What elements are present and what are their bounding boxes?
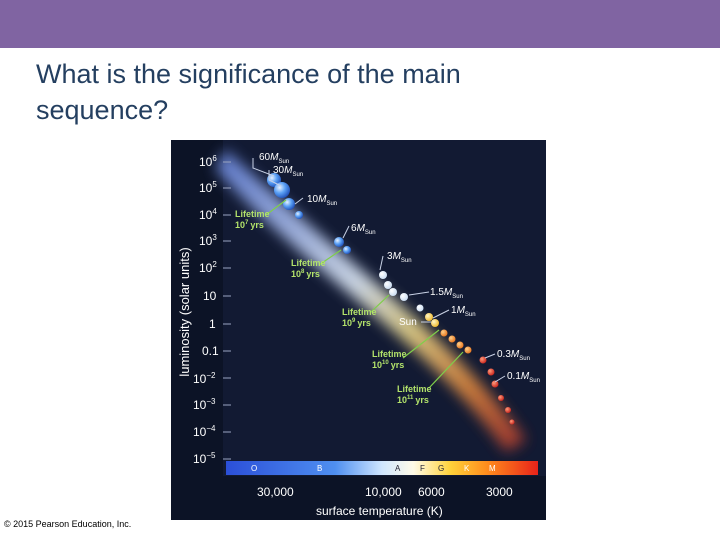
mass-leader-lines xyxy=(252,158,506,383)
star xyxy=(498,395,504,401)
title-line-1: What is the significance of the main xyxy=(36,59,461,89)
star xyxy=(389,288,397,296)
hr-diagram: luminosity (solar units) 106 105 104 103… xyxy=(171,140,546,520)
star xyxy=(283,198,295,210)
mass-label: 1MSun xyxy=(451,305,476,318)
y-tick: 105 xyxy=(199,180,231,195)
y-tick: 10−5 xyxy=(193,451,231,466)
star xyxy=(456,341,464,349)
spectral-class: F xyxy=(420,464,425,473)
lifetime-label: Lifetime 1011 yrs xyxy=(397,384,432,405)
svg-text:106: 106 xyxy=(199,154,217,169)
star xyxy=(384,281,392,289)
copyright-notice: © 2015 Pearson Education, Inc. xyxy=(4,519,132,529)
x-tick: 30,000 xyxy=(257,485,294,499)
y-tick: 10−2 xyxy=(193,371,231,386)
star xyxy=(448,335,456,343)
mass-label: 10MSun xyxy=(307,194,337,207)
spectral-class: G xyxy=(438,464,444,473)
star xyxy=(343,246,351,254)
mass-label: 30MSun xyxy=(273,165,303,178)
y-tick: 0.1 xyxy=(202,344,231,358)
slide-title: What is the significance of the main seq… xyxy=(36,56,636,128)
star xyxy=(334,237,344,247)
mass-labels: 60MSun 30MSun 10MSun 6MSun 3MSun 1.5MSun… xyxy=(259,152,540,384)
lifetime-leader-lines xyxy=(265,199,464,389)
star xyxy=(479,356,487,364)
svg-text:103: 103 xyxy=(199,233,217,248)
spectral-class: O xyxy=(251,464,257,473)
svg-text:102: 102 xyxy=(199,260,217,275)
main-sequence-stars xyxy=(267,173,515,425)
y-tick: 1 xyxy=(209,317,231,331)
star xyxy=(416,304,424,312)
sun-label: Sun xyxy=(399,317,417,328)
star xyxy=(440,329,448,337)
y-axis-ticks: 106 105 104 103 102 10 1 0.1 10−2 10−3 1… xyxy=(193,154,231,466)
star xyxy=(295,211,303,219)
y-axis-title: luminosity (solar units) xyxy=(177,247,192,376)
spectral-class-labels: O B A F G K M xyxy=(251,464,496,473)
y-tick: 106 xyxy=(199,154,231,169)
svg-text:0.1: 0.1 xyxy=(202,344,219,358)
x-axis-ticks: 30,000 10,000 6000 3000 xyxy=(257,485,513,499)
svg-text:1: 1 xyxy=(209,317,216,331)
mass-label: 1.5MSun xyxy=(430,287,463,300)
sun-star xyxy=(431,319,439,327)
mass-label: 6MSun xyxy=(351,223,376,236)
star xyxy=(464,346,472,354)
star xyxy=(400,293,408,301)
star xyxy=(379,271,387,279)
x-tick: 3000 xyxy=(486,485,513,499)
star xyxy=(509,419,515,425)
svg-text:10−5: 10−5 xyxy=(193,451,216,466)
svg-text:104: 104 xyxy=(199,207,217,222)
x-tick: 6000 xyxy=(418,485,445,499)
svg-text:10−4: 10−4 xyxy=(193,424,216,439)
mass-label: 3MSun xyxy=(387,251,412,264)
y-tick: 10 xyxy=(203,289,231,303)
lifetime-label: Lifetime 107 yrs xyxy=(235,209,270,230)
lifetime-labels: Lifetime 107 yrs Lifetime 108 yrs Lifetime 10… xyxy=(235,209,432,405)
lifetime-label: Lifetime 108 yrs xyxy=(291,258,326,279)
mass-label: 0.1MSun xyxy=(507,371,540,384)
star xyxy=(487,368,495,376)
slide-accent-bar xyxy=(0,0,720,48)
y-tick: 102 xyxy=(199,260,231,275)
svg-text:10: 10 xyxy=(203,289,217,303)
y-tick: 10−4 xyxy=(193,424,231,439)
y-tick: 103 xyxy=(199,233,231,248)
x-tick: 10,000 xyxy=(365,485,402,499)
star xyxy=(274,182,290,198)
x-axis-title: surface temperature (K) xyxy=(316,504,443,518)
main-sequence-band xyxy=(215,150,526,452)
spectral-class: K xyxy=(464,464,470,473)
mass-label: 60MSun xyxy=(259,152,289,165)
y-tick: 104 xyxy=(199,207,231,222)
svg-text:105: 105 xyxy=(199,180,217,195)
spectral-class: B xyxy=(317,464,322,473)
spectral-color-bar xyxy=(226,461,538,475)
svg-text:10−2: 10−2 xyxy=(193,371,216,386)
star xyxy=(505,407,511,413)
star xyxy=(491,380,499,388)
mass-label: 0.3MSun xyxy=(497,349,530,362)
spectral-class: M xyxy=(489,464,496,473)
y-tick: 10−3 xyxy=(193,397,231,412)
star xyxy=(425,313,433,321)
lifetime-label: Lifetime 109 yrs xyxy=(342,307,377,328)
lifetime-label: Lifetime 1010 yrs xyxy=(372,349,407,370)
title-line-2: sequence? xyxy=(36,95,169,125)
spectral-class: A xyxy=(395,464,401,473)
svg-text:10−3: 10−3 xyxy=(193,397,216,412)
